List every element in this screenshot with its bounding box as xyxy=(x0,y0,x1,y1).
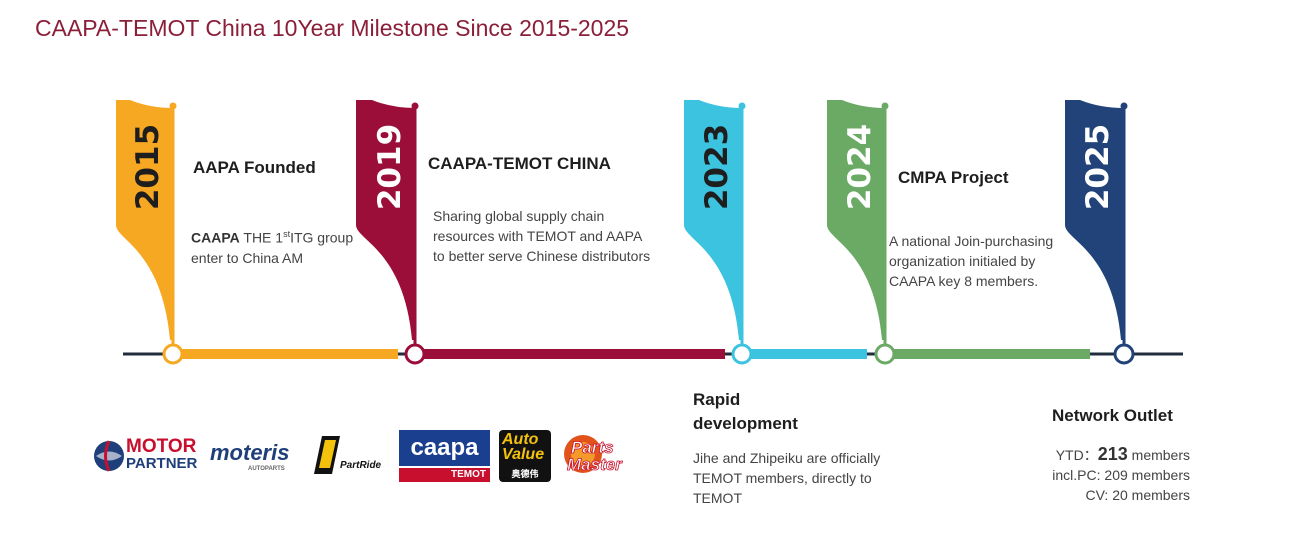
motor-partner-logo: MOTOR PARTNER xyxy=(92,436,197,476)
parts-master-logo: Parts Master xyxy=(563,432,638,480)
year-2025: 2025 xyxy=(1080,123,1116,211)
segment-2019 xyxy=(415,349,725,359)
partride-logo: PartRide xyxy=(314,436,384,476)
year-2015: 2015 xyxy=(130,123,166,211)
auto-value-logo: Auto Value 奥德伟 xyxy=(499,430,551,482)
milestone-heading-2015: AAPA Founded xyxy=(193,158,316,177)
flag-2024 xyxy=(827,100,896,365)
flag-2019 xyxy=(356,100,426,365)
parts-master-globe-icon xyxy=(564,435,602,473)
page-title: CAAPA-TEMOT China 10Year Milestone Since… xyxy=(35,15,630,41)
milestone-heading-2023: Rapid development xyxy=(693,390,798,433)
milestone-desc-2019: Sharing global supply chain resources wi… xyxy=(433,208,651,264)
partride-mark-icon xyxy=(314,436,340,474)
segment-2023 xyxy=(742,349,867,359)
milestone-desc-2025: YTD：213 members incl.PC: 209 members CV:… xyxy=(1052,444,1190,503)
flag-2023 xyxy=(684,100,753,365)
moteris-logo: moteris AUTOPARTS xyxy=(210,440,290,472)
globe-icon xyxy=(94,440,124,472)
caapa-temot-logo: caapa TEMOT xyxy=(399,430,490,482)
year-2023: 2023 xyxy=(699,123,735,211)
flag-2025 xyxy=(1065,100,1135,365)
milestone-desc-2024: A national Join-purchasing organization … xyxy=(889,233,1054,289)
milestone-desc-2023: Jihe and Zhipeiku are officially TEMOT m… xyxy=(693,450,881,506)
year-2024: 2024 xyxy=(842,123,878,211)
flag-2015 xyxy=(116,100,184,365)
year-2019: 2019 xyxy=(372,123,408,211)
milestone-desc-2015: CAAPA THE 1stITG group enter to China AM xyxy=(191,229,354,266)
milestone-heading-2024: CMPA Project xyxy=(898,168,1009,187)
segment-2024 xyxy=(885,349,1090,359)
segment-2015 xyxy=(173,349,398,359)
milestone-heading-2019: CAAPA-TEMOT CHINA xyxy=(428,154,611,173)
milestone-heading-2025: Network Outlet xyxy=(1052,406,1173,425)
